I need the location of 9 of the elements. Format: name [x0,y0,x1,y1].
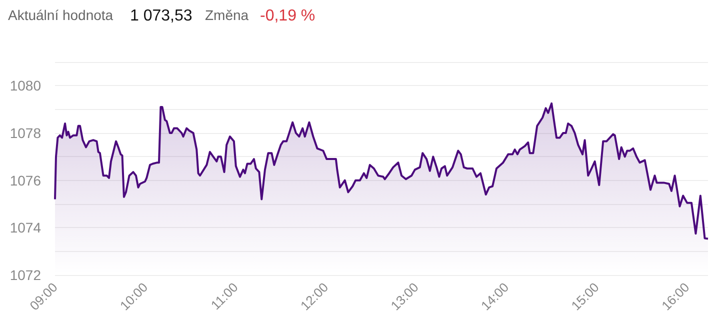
text: 1 073,53 [130,8,192,24]
text: Aktuální hodnota [8,7,114,23]
text: Změna [205,7,249,23]
y-tick-label: 1076 [10,172,42,188]
y-tick-label: 1074 [10,220,42,236]
y-tick-label: 1080 [10,78,42,94]
y-tick-label: 1072 [10,267,42,283]
text: -0,19 % [260,8,316,24]
y-tick-label: 1078 [10,125,42,141]
